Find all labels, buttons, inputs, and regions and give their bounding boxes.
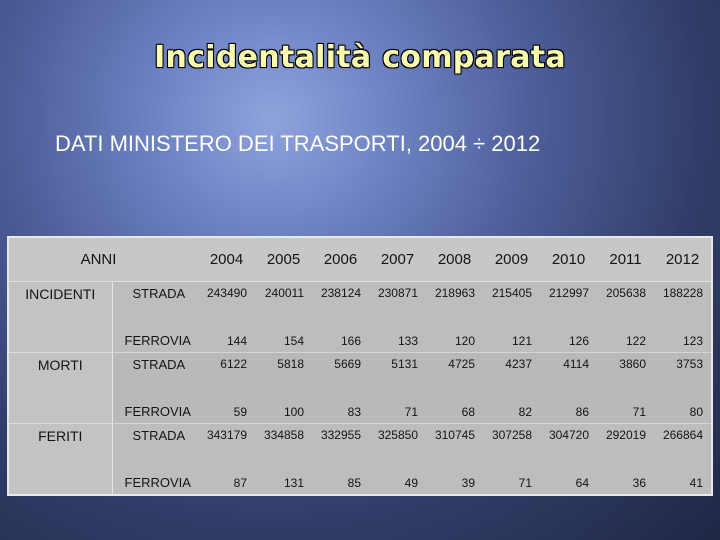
- year-header: 2005: [255, 237, 312, 282]
- value-cell: 3753: [654, 352, 712, 388]
- value-cell: 86: [540, 388, 597, 424]
- value-cell: 218963: [426, 281, 483, 317]
- value-cell: 126: [540, 317, 597, 353]
- value-cell: 59: [198, 388, 255, 424]
- value-cell: 83: [312, 388, 369, 424]
- subcategory-label: STRADA: [112, 423, 198, 459]
- value-cell: 5131: [369, 352, 426, 388]
- value-cell: 71: [369, 388, 426, 424]
- value-cell: 71: [483, 459, 540, 496]
- category-label: INCIDENTI: [8, 281, 113, 353]
- table-row: FERROVIA 59 100 83 71 68 82 86 71 80: [8, 388, 712, 424]
- table-body: ANNI 2004 2005 2006 2007 2008 2009 2010 …: [8, 237, 712, 496]
- table-row: FERROVIA 144 154 166 133 120 121 126 122 123: [8, 317, 712, 353]
- value-cell: 212997: [540, 281, 597, 317]
- value-cell: 85: [312, 459, 369, 496]
- year-header: 2008: [426, 237, 483, 282]
- value-cell: 82: [483, 388, 540, 424]
- accident-data-table: ANNI 2004 2005 2006 2007 2008 2009 2010 …: [7, 236, 713, 496]
- value-cell: 3860: [597, 352, 654, 388]
- value-cell: 122: [597, 317, 654, 353]
- value-cell: 240011: [255, 281, 312, 317]
- value-cell: 343179: [198, 423, 255, 459]
- header-anni: ANNI: [8, 237, 198, 282]
- header-row: ANNI 2004 2005 2006 2007 2008 2009 2010 …: [8, 237, 712, 282]
- subcategory-label: FERROVIA: [112, 317, 198, 353]
- value-cell: 334858: [255, 423, 312, 459]
- value-cell: 5669: [312, 352, 369, 388]
- value-cell: 80: [654, 388, 712, 424]
- value-cell: 205638: [597, 281, 654, 317]
- year-header: 2010: [540, 237, 597, 282]
- value-cell: 307258: [483, 423, 540, 459]
- value-cell: 292019: [597, 423, 654, 459]
- slide-title: Incidentalità comparata: [154, 40, 566, 75]
- value-cell: 304720: [540, 423, 597, 459]
- value-cell: 4725: [426, 352, 483, 388]
- subcategory-label: STRADA: [112, 281, 198, 317]
- table-row: FERROVIA 87 131 85 49 39 71 64 36 41: [8, 459, 712, 496]
- value-cell: 36: [597, 459, 654, 496]
- value-cell: 243490: [198, 281, 255, 317]
- year-header: 2009: [483, 237, 540, 282]
- year-header: 2012: [654, 237, 712, 282]
- value-cell: 166: [312, 317, 369, 353]
- subcategory-label: FERROVIA: [112, 388, 198, 424]
- year-header: 2011: [597, 237, 654, 282]
- table-row: INCIDENTI STRADA 243490 240011 238124 230871 2…: [8, 281, 712, 353]
- category-label: FERITI: [8, 423, 113, 496]
- value-cell: 64: [540, 459, 597, 496]
- year-header: 2004: [198, 237, 255, 282]
- table-row: FERITI STRADA 343179 334858 332955 325850 3107…: [8, 423, 712, 496]
- value-cell: 238124: [312, 281, 369, 317]
- subcategory-label: STRADA: [112, 352, 198, 388]
- table-row: MORTI STRADA 6122 5818 5669 5131 4725 4237 4114 3…: [8, 352, 712, 424]
- value-cell: 131: [255, 459, 312, 496]
- category-label: MORTI: [8, 352, 113, 424]
- value-cell: 68: [426, 388, 483, 424]
- value-cell: 310745: [426, 423, 483, 459]
- value-cell: 5818: [255, 352, 312, 388]
- value-cell: 121: [483, 317, 540, 353]
- value-cell: 4114: [540, 352, 597, 388]
- value-cell: 4237: [483, 352, 540, 388]
- value-cell: 6122: [198, 352, 255, 388]
- value-cell: 39: [426, 459, 483, 496]
- value-cell: 325850: [369, 423, 426, 459]
- value-cell: 87: [198, 459, 255, 496]
- slide-subtitle: DATI MINISTERO DEI TRASPORTI, 2004 ÷ 201…: [55, 131, 541, 156]
- value-cell: 215405: [483, 281, 540, 317]
- value-cell: 230871: [369, 281, 426, 317]
- value-cell: 133: [369, 317, 426, 353]
- value-cell: 332955: [312, 423, 369, 459]
- subcategory-label: FERROVIA: [112, 459, 198, 496]
- value-cell: 266864: [654, 423, 712, 459]
- value-cell: 41: [654, 459, 712, 496]
- year-header: 2006: [312, 237, 369, 282]
- value-cell: 71: [597, 388, 654, 424]
- value-cell: 188228: [654, 281, 712, 317]
- value-cell: 123: [654, 317, 712, 353]
- value-cell: 154: [255, 317, 312, 353]
- value-cell: 120: [426, 317, 483, 353]
- year-header: 2007: [369, 237, 426, 282]
- value-cell: 49: [369, 459, 426, 496]
- value-cell: 144: [198, 317, 255, 353]
- value-cell: 100: [255, 388, 312, 424]
